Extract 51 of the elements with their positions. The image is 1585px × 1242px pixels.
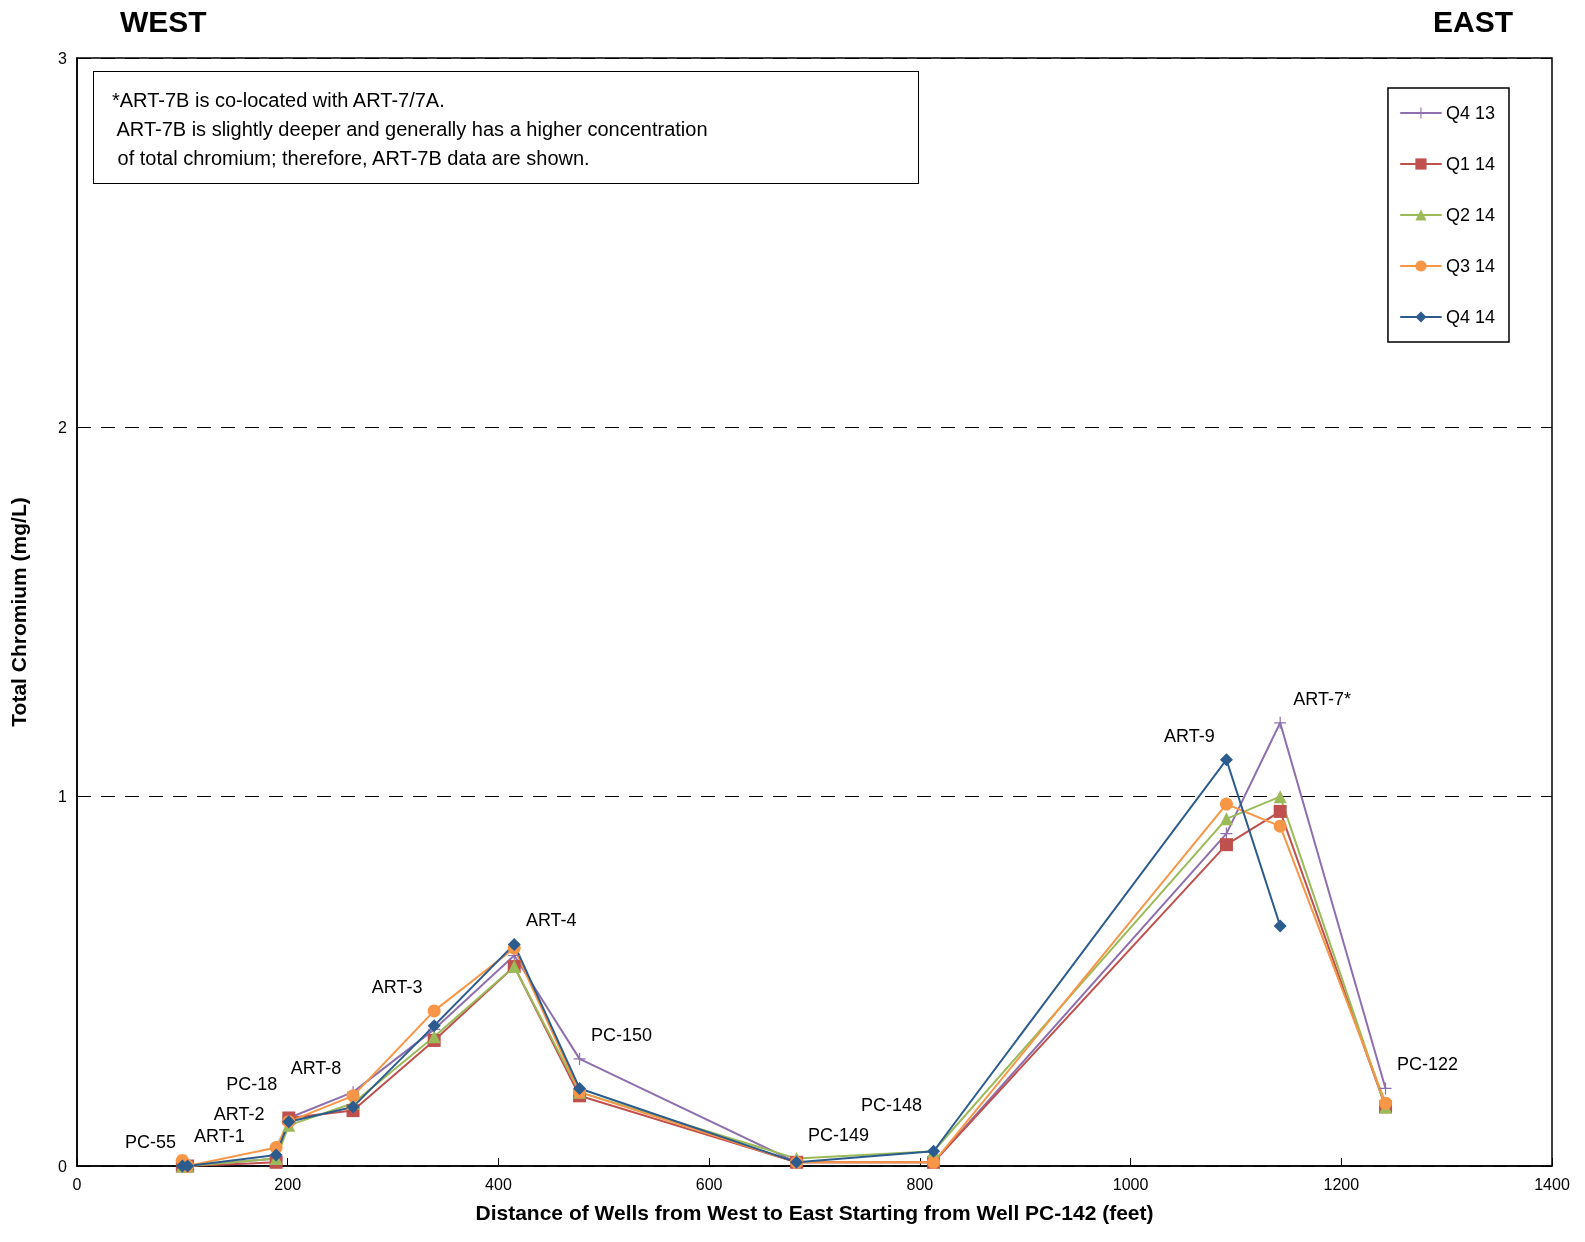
annotation: PC-148 xyxy=(861,1095,923,1116)
point xyxy=(1273,790,1287,804)
annotation: ART-2 xyxy=(213,1103,265,1124)
point xyxy=(507,937,521,951)
y-axis-title: Total Chromium (mg/L) xyxy=(7,497,30,727)
annotation: PC-122 xyxy=(1397,1054,1459,1075)
text: WEST xyxy=(120,4,207,38)
y-tick-label: 1 xyxy=(58,788,68,806)
point xyxy=(573,1081,587,1095)
legend-label: Q2 14 xyxy=(1445,205,1496,225)
point xyxy=(1273,819,1287,833)
point xyxy=(1273,804,1287,818)
x-tick-label: 600 xyxy=(695,1175,723,1193)
x-axis-title: Distance of Wells from West to East Starting from Well PC-142 (feet) xyxy=(475,1201,1154,1224)
point xyxy=(1273,919,1287,933)
x-tick-label: 1200 xyxy=(1323,1175,1360,1193)
x-tick-label: 0 xyxy=(72,1175,82,1193)
annotation: PC-150 xyxy=(591,1024,653,1045)
annotation: PC-149 xyxy=(808,1124,870,1145)
text: EAST xyxy=(1432,4,1514,38)
point xyxy=(1219,753,1233,767)
point xyxy=(427,1004,441,1018)
y-tick-label: 0 xyxy=(58,1157,68,1175)
annotation: ART-9 xyxy=(1164,725,1215,746)
x-tick-label: 200 xyxy=(274,1175,302,1193)
point xyxy=(1219,838,1233,852)
annotation: ART-8 xyxy=(290,1058,342,1079)
legend-label: Q1 14 xyxy=(1445,154,1496,174)
annotation: PC-18 xyxy=(226,1073,278,1094)
legend-label: Q4 13 xyxy=(1445,103,1496,123)
point xyxy=(1219,797,1233,811)
annotation: ART-7* xyxy=(1293,688,1352,709)
annotation: ART-3 xyxy=(371,976,423,997)
point xyxy=(346,1100,360,1114)
point xyxy=(1219,812,1233,826)
annotation: PC-55 xyxy=(125,1132,177,1152)
point xyxy=(427,1019,441,1033)
annotation: ART-1 xyxy=(194,1126,245,1147)
point xyxy=(1379,1096,1393,1110)
point xyxy=(346,1089,360,1103)
legend-label: Q3 14 xyxy=(1445,256,1496,276)
annotation: ART-4 xyxy=(525,910,577,931)
y-tick-label: 3 xyxy=(58,49,68,67)
legend-label: Q4 14 xyxy=(1445,307,1496,327)
x-tick-label: 400 xyxy=(485,1175,512,1193)
point xyxy=(269,1148,283,1162)
x-tick-label: 1000 xyxy=(1112,1175,1149,1193)
note-box: *ART-7B is co-located with ART-7/7A. ART-7B is slightly deeper and generally has a higher concentration of total chromium; therefore, ART-7B data are shown. xyxy=(93,71,919,184)
x-tick-label: 800 xyxy=(906,1175,934,1193)
x-tick-label: 1400 xyxy=(1534,1175,1570,1193)
y-tick-label: 2 xyxy=(58,418,68,436)
